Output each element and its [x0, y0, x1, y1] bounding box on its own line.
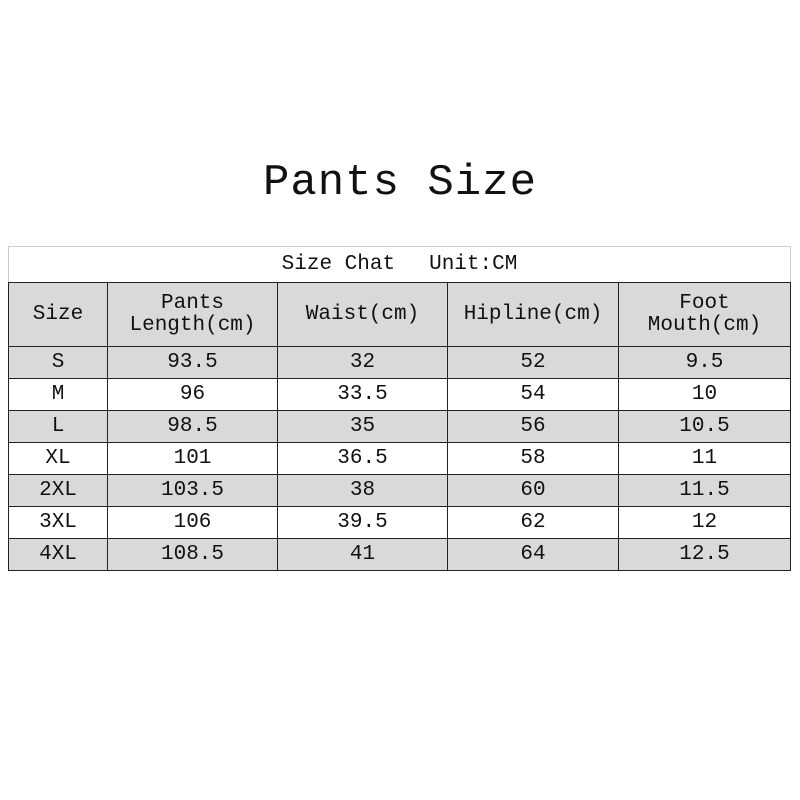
value-cell: 41: [277, 538, 448, 571]
value-cell: 12.5: [618, 538, 791, 571]
column-header: Size: [8, 282, 108, 347]
table-row: L 98.5 35 56 10.5: [8, 410, 791, 443]
value-cell: 101: [107, 442, 278, 475]
table-row: S 93.5 32 52 9.5: [8, 346, 791, 379]
size-cell: XL: [8, 442, 108, 475]
table-caption: Size Chat Unit:CM: [8, 246, 791, 283]
table-row: 3XL 106 39.5 62 12: [8, 506, 791, 539]
value-cell: 10: [618, 378, 791, 411]
value-cell: 35: [277, 410, 448, 443]
value-cell: 54: [447, 378, 619, 411]
value-cell: 96: [107, 378, 278, 411]
value-cell: 33.5: [277, 378, 448, 411]
size-cell: L: [8, 410, 108, 443]
value-cell: 103.5: [107, 474, 278, 507]
value-cell: 38: [277, 474, 448, 507]
column-header: Pants Length(cm): [107, 282, 278, 347]
value-cell: 32: [277, 346, 448, 379]
value-cell: 36.5: [277, 442, 448, 475]
caption-unit: Unit:CM: [429, 252, 518, 276]
table-row: 4XL 108.5 41 64 12.5: [8, 538, 791, 571]
value-cell: 62: [447, 506, 619, 539]
value-cell: 106: [107, 506, 278, 539]
column-header: Foot Mouth(cm): [618, 282, 791, 347]
value-cell: 11.5: [618, 474, 791, 507]
caption-title: Size Chat: [281, 252, 396, 276]
table-row: XL 101 36.5 58 11: [8, 442, 791, 475]
value-cell: 11: [618, 442, 791, 475]
page-title: Pants Size: [262, 158, 538, 208]
size-chart-table: Size Chat Unit:CM Size Pants Length(cm) Wai…: [8, 246, 791, 571]
table-row: M 96 33.5 54 10: [8, 378, 791, 411]
value-cell: 10.5: [618, 410, 791, 443]
value-cell: 60: [447, 474, 619, 507]
column-header: Hipline(cm): [447, 282, 619, 347]
value-cell: 93.5: [107, 346, 278, 379]
table-caption-row: Size Chat Unit:CM: [8, 246, 791, 283]
value-cell: 98.5: [107, 410, 278, 443]
size-cell: 4XL: [8, 538, 108, 571]
value-cell: 52: [447, 346, 619, 379]
value-cell: 12: [618, 506, 791, 539]
size-cell: M: [8, 378, 108, 411]
value-cell: 64: [447, 538, 619, 571]
value-cell: 56: [447, 410, 619, 443]
value-cell: 9.5: [618, 346, 791, 379]
size-cell: 3XL: [8, 506, 108, 539]
size-cell: S: [8, 346, 108, 379]
value-cell: 58: [447, 442, 619, 475]
value-cell: 108.5: [107, 538, 278, 571]
table-header-row: Size Pants Length(cm) Waist(cm) Hipline(cm)…: [8, 282, 791, 347]
column-header: Waist(cm): [277, 282, 448, 347]
size-cell: 2XL: [8, 474, 108, 507]
table-row: 2XL 103.5 38 60 11.5: [8, 474, 791, 507]
value-cell: 39.5: [277, 506, 448, 539]
